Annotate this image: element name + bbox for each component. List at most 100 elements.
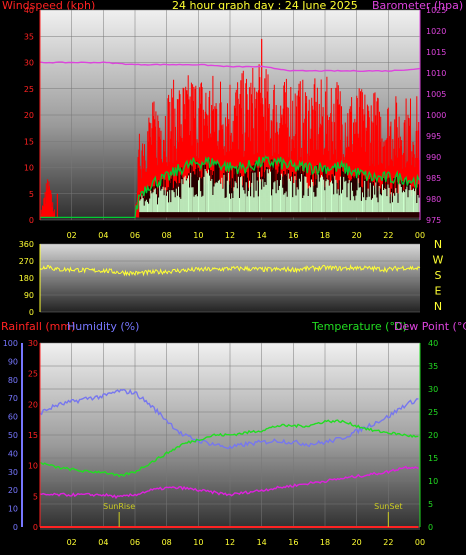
wind-x-tick-label: 10 bbox=[193, 231, 203, 240]
temp-tick-label: 25 bbox=[428, 408, 438, 417]
wind-x-tick-label: 08 bbox=[162, 231, 172, 240]
humidity-tick-label: 90 bbox=[8, 357, 18, 366]
data-layer bbox=[39, 38, 421, 528]
humidity-tick-label: 60 bbox=[8, 413, 18, 422]
temp-x-tick-label: 18 bbox=[320, 538, 330, 547]
temp-x-tick-label: 02 bbox=[67, 538, 77, 547]
wind-average-series bbox=[40, 155, 421, 219]
compass-label: N bbox=[434, 238, 442, 251]
temp-tick-label: 20 bbox=[428, 431, 438, 440]
sun-label: SunSet bbox=[374, 502, 402, 511]
temp-tick-label: 40 bbox=[428, 339, 438, 348]
temp-x-tick-label: 08 bbox=[162, 538, 172, 547]
wind-x-tick-label: 14 bbox=[257, 231, 267, 240]
humidity-tick-label: 0 bbox=[13, 523, 18, 532]
wind-tick-label: 0 bbox=[29, 216, 34, 225]
pressure-tick-label: 1010 bbox=[426, 69, 446, 78]
humidity-tick-label: 40 bbox=[8, 449, 18, 458]
temp-x-tick-label: 16 bbox=[288, 538, 298, 547]
rain-tick-label: 30 bbox=[28, 339, 38, 348]
pressure-tick-label: 985 bbox=[426, 174, 441, 183]
humidity-series bbox=[39, 388, 419, 450]
rain-tick-label: 15 bbox=[28, 431, 38, 440]
rain-tick-label: 20 bbox=[28, 400, 38, 409]
humidity-tick-label: 20 bbox=[8, 486, 18, 495]
dewpoint-series bbox=[39, 465, 419, 500]
wind-tick-label: 40 bbox=[24, 6, 34, 15]
temp-tick-label: 5 bbox=[428, 500, 433, 509]
compass-label: N bbox=[434, 300, 442, 313]
humidity-tick-label: 100 bbox=[3, 339, 18, 348]
humidity-tick-label: 80 bbox=[8, 376, 18, 385]
pressure-tick-label: 995 bbox=[426, 132, 441, 141]
humidity-axis-title: Humidity (%) bbox=[67, 320, 139, 333]
pressure-tick-label: 1020 bbox=[426, 27, 446, 36]
wind-x-tick-label: 06 bbox=[130, 231, 140, 240]
rain-tick-label: 5 bbox=[33, 492, 38, 501]
temp-tick-label: 15 bbox=[428, 454, 438, 463]
rain-tick-label: 25 bbox=[28, 370, 38, 379]
barometer-series bbox=[39, 61, 421, 73]
wind-x-tick-label: 18 bbox=[320, 231, 330, 240]
temperature-axis-title: Temperature (°C) bbox=[311, 320, 407, 333]
wind-x-tick-label: 00 bbox=[415, 231, 425, 240]
rainfall-axis-title: Rainfall (mm) bbox=[1, 320, 75, 333]
temp-x-tick-label: 00 bbox=[415, 538, 425, 547]
wind-tick-label: 10 bbox=[24, 164, 34, 173]
temp-x-tick-label: 06 bbox=[130, 538, 140, 547]
wind-x-tick-label: 02 bbox=[67, 231, 77, 240]
pressure-tick-label: 1015 bbox=[426, 48, 446, 57]
rain-tick-label: 10 bbox=[28, 462, 38, 471]
compass-label: E bbox=[435, 285, 442, 298]
rain-tick-label: 0 bbox=[33, 523, 38, 532]
pressure-tick-label: 1000 bbox=[426, 111, 446, 120]
temp-tick-label: 10 bbox=[428, 477, 438, 486]
wind-tick-label: 35 bbox=[24, 32, 34, 41]
wind-x-tick-label: 12 bbox=[225, 231, 235, 240]
wind-tick-label: 25 bbox=[24, 85, 34, 94]
pressure-tick-label: 1005 bbox=[426, 90, 446, 99]
axes-layer: 0510152025303540975980985990995100010051… bbox=[3, 6, 447, 547]
compass-label: S bbox=[435, 269, 442, 282]
temp-x-tick-label: 22 bbox=[383, 538, 393, 547]
dir-tick-label: 0 bbox=[29, 308, 34, 317]
pressure-tick-label: 990 bbox=[426, 153, 441, 162]
humidity-tick-label: 10 bbox=[8, 505, 18, 514]
temp-tick-label: 35 bbox=[428, 362, 438, 371]
wind-low-series bbox=[139, 169, 420, 213]
dir-tick-label: 180 bbox=[19, 274, 34, 283]
temperature-series bbox=[39, 419, 419, 478]
temp-tick-label: 0 bbox=[428, 523, 433, 532]
temp-tick-label: 30 bbox=[428, 385, 438, 394]
compass-label: W bbox=[433, 254, 444, 267]
temp-x-tick-label: 12 bbox=[225, 538, 235, 547]
wind-x-tick-label: 22 bbox=[383, 231, 393, 240]
wind-x-tick-label: 04 bbox=[98, 231, 108, 240]
windspeed-axis-title: Windspeed (kph) bbox=[2, 0, 95, 12]
wind-x-tick-label: 16 bbox=[288, 231, 298, 240]
dir-tick-label: 270 bbox=[19, 257, 34, 266]
humidity-tick-label: 30 bbox=[8, 468, 18, 477]
graph-title: 24 hour graph day : 24 June 2025 bbox=[172, 0, 358, 12]
pressure-tick-label: 975 bbox=[426, 216, 441, 225]
barometer-axis-title: Barometer (hpa) bbox=[372, 0, 463, 12]
dir-tick-label: 360 bbox=[19, 240, 34, 249]
temp-x-tick-label: 10 bbox=[193, 538, 203, 547]
temp-x-tick-label: 14 bbox=[257, 538, 267, 547]
temp-x-tick-label: 20 bbox=[352, 538, 362, 547]
dewpoint-axis-title: Dew Point (°C) bbox=[394, 320, 466, 333]
pressure-tick-label: 980 bbox=[426, 195, 441, 204]
wind-tick-label: 30 bbox=[24, 59, 34, 68]
wind-tick-label: 5 bbox=[29, 190, 34, 199]
temp-x-tick-label: 04 bbox=[98, 538, 108, 547]
wind-tick-label: 20 bbox=[24, 111, 34, 120]
humidity-tick-label: 70 bbox=[8, 394, 18, 403]
wind-x-tick-label: 20 bbox=[352, 231, 362, 240]
wind-direction-series bbox=[39, 264, 421, 277]
dir-tick-label: 90 bbox=[24, 291, 34, 300]
sun-label: SunRise bbox=[103, 502, 135, 511]
humidity-tick-label: 50 bbox=[8, 431, 18, 440]
wind-tick-label: 15 bbox=[24, 137, 34, 146]
